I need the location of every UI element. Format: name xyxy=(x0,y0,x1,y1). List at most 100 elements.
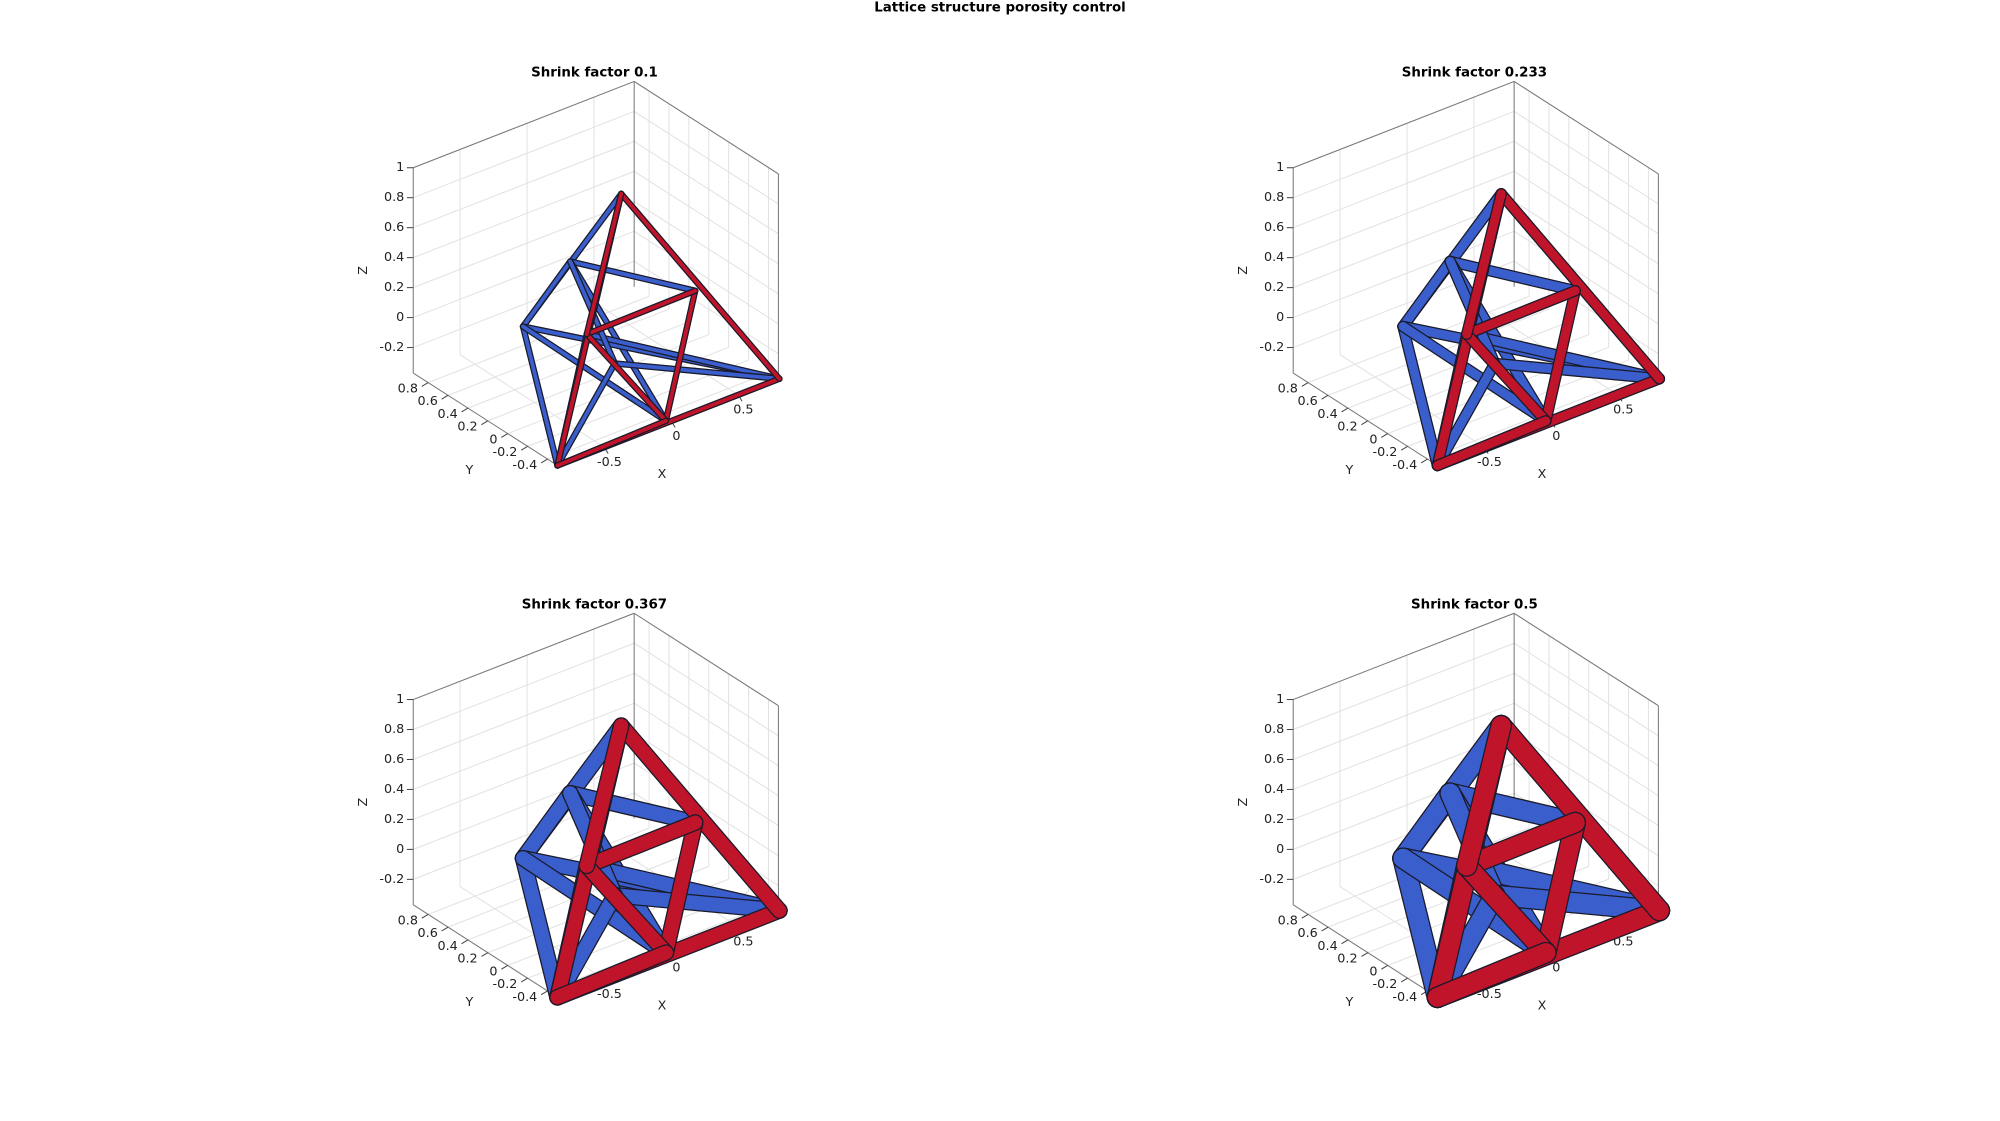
grid-line xyxy=(1513,732,1659,827)
strut xyxy=(584,191,624,337)
x-axis-label: X xyxy=(1538,999,1547,1014)
y-tick-label: 0.4 xyxy=(1317,407,1337,422)
x-axis-label: X xyxy=(1538,467,1547,482)
grid-line xyxy=(633,200,779,295)
y-tick-label: 0.8 xyxy=(1278,913,1298,928)
y-tick-label: 0.8 xyxy=(398,913,418,928)
z-tick-label: -0.2 xyxy=(379,872,404,887)
strut xyxy=(568,259,698,293)
tick-mark xyxy=(1400,445,1408,451)
grid-line xyxy=(633,111,779,205)
tick-mark xyxy=(1301,913,1309,919)
x-tick-label: -0.5 xyxy=(1477,455,1502,470)
y-tick-label: 0.2 xyxy=(457,952,477,967)
grid-line xyxy=(1293,642,1515,730)
tick-mark xyxy=(1381,964,1388,970)
subplot-title: Shrink factor 0.233 xyxy=(1402,66,1547,81)
y-tick-label: 0 xyxy=(1369,432,1377,447)
strut xyxy=(663,288,698,423)
axis-box xyxy=(413,612,635,701)
axis-box xyxy=(1293,612,1515,701)
strut xyxy=(521,324,668,423)
strut xyxy=(516,851,565,1005)
strut xyxy=(607,888,787,918)
z-tick-label: -0.2 xyxy=(1259,872,1284,887)
grid-line xyxy=(1513,672,1659,767)
z-tick-label: 0.8 xyxy=(384,722,404,737)
y-tick-label: 0.8 xyxy=(398,381,418,396)
grid-line xyxy=(633,642,779,737)
strut xyxy=(1445,256,1580,296)
strut xyxy=(1496,189,1664,384)
grid-line xyxy=(413,702,635,790)
tick-mark xyxy=(1321,926,1329,932)
x-tick-label: 0 xyxy=(672,429,680,444)
tick-mark xyxy=(421,382,429,387)
y-tick-label: -0.2 xyxy=(1372,977,1397,992)
grid-line xyxy=(1293,702,1515,790)
y-tick-label: 0.4 xyxy=(437,939,457,954)
z-tick-label: 0.6 xyxy=(384,752,404,767)
z-tick-label: 0.6 xyxy=(384,220,404,235)
x-tick-label: 0 xyxy=(672,961,680,976)
grid-line xyxy=(1293,170,1515,259)
subplot: -0.200.20.40.60.81-0.4-0.200.20.40.60.8-… xyxy=(1236,66,1666,482)
y-tick-label: 0.6 xyxy=(1298,394,1318,409)
y-tick-label: -0.2 xyxy=(493,445,518,460)
grid-line xyxy=(1293,672,1515,760)
y-tick-label: 0.4 xyxy=(1317,939,1337,954)
tick-mark xyxy=(1321,394,1329,400)
grid-line xyxy=(633,732,779,827)
x-axis-label: X xyxy=(658,467,667,482)
grid-line xyxy=(1513,702,1659,797)
tick-mark xyxy=(1420,458,1428,464)
strut xyxy=(1432,416,1551,470)
y-tick-label: 0.2 xyxy=(1337,420,1357,435)
y-axis-label: Y xyxy=(1345,463,1354,478)
axis-box xyxy=(412,904,558,998)
x-tick-label: 0.5 xyxy=(733,403,753,418)
grid-line xyxy=(633,702,779,797)
y-axis-label: Y xyxy=(1345,995,1354,1010)
grid-line xyxy=(1293,110,1515,199)
tick-mark xyxy=(1400,977,1408,983)
y-tick-label: 0.2 xyxy=(457,420,477,435)
axis-box xyxy=(1292,904,1438,998)
tick-mark xyxy=(1341,939,1349,945)
tick-mark xyxy=(1341,407,1349,413)
grid-line xyxy=(413,762,635,850)
strut xyxy=(658,815,703,960)
y-tick-label: 0 xyxy=(489,432,497,447)
y-tick-label: 0 xyxy=(1369,964,1377,979)
grid-line xyxy=(1513,642,1659,737)
y-axis-label: Y xyxy=(465,995,474,1010)
axis-box xyxy=(412,372,558,466)
z-tick-label: 0.2 xyxy=(1264,812,1284,827)
z-tick-label: 1 xyxy=(396,160,404,175)
y-tick-label: -0.4 xyxy=(1392,458,1417,473)
strut xyxy=(1457,716,1511,876)
strut xyxy=(1490,359,1664,384)
strut xyxy=(516,786,578,866)
z-tick-label: 0.2 xyxy=(384,812,404,827)
axis-box xyxy=(1292,372,1438,466)
tick-mark xyxy=(1361,420,1369,426)
strut xyxy=(1457,856,1556,963)
tick-mark xyxy=(540,990,548,996)
z-tick-label: 0 xyxy=(396,310,404,325)
grid-line xyxy=(1513,230,1659,325)
strut xyxy=(1462,189,1506,339)
z-tick-label: 0.4 xyxy=(384,250,404,265)
tick-mark xyxy=(461,939,469,945)
strut xyxy=(1457,813,1585,876)
strut xyxy=(1440,783,1585,833)
x-axis-label: X xyxy=(658,999,667,1014)
grid-line xyxy=(413,230,635,319)
z-axis-label: Z xyxy=(1236,266,1251,275)
y-tick-label: -0.2 xyxy=(1372,445,1397,460)
strut xyxy=(579,815,703,873)
x-tick-label: 0 xyxy=(1552,429,1560,444)
grid-line xyxy=(1513,200,1659,295)
tick-mark xyxy=(1301,382,1309,387)
